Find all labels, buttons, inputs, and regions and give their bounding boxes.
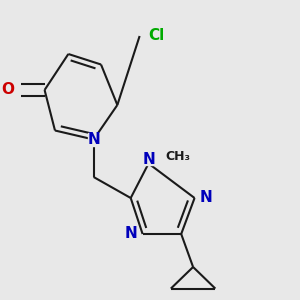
Bar	[167, 150, 190, 162]
Text: N: N	[200, 190, 213, 206]
Text: N: N	[87, 132, 100, 147]
Text: O: O	[1, 82, 14, 98]
Bar	[88, 133, 100, 146]
Text: N: N	[142, 152, 155, 166]
Bar	[125, 228, 137, 240]
Bar	[146, 29, 166, 43]
Text: N: N	[124, 226, 137, 242]
Text: Cl: Cl	[148, 28, 164, 44]
Text: CH₃: CH₃	[166, 149, 191, 163]
Bar	[200, 192, 212, 204]
Bar	[142, 153, 154, 165]
Bar	[0, 82, 16, 98]
